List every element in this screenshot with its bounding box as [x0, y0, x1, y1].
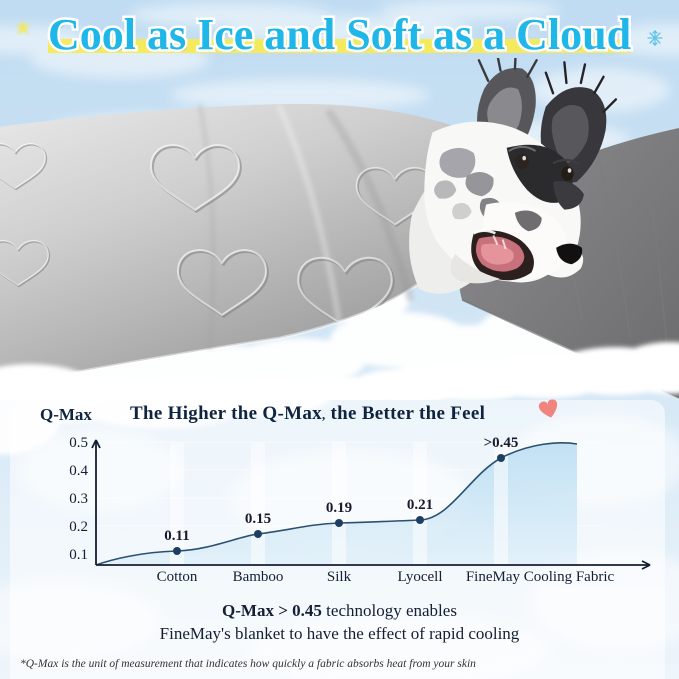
svg-text:0.3: 0.3	[69, 491, 88, 507]
svg-text:0.1: 0.1	[69, 547, 88, 563]
svg-text:0.21: 0.21	[407, 497, 433, 513]
svg-text:0.5: 0.5	[69, 435, 88, 451]
svg-text:0.11: 0.11	[164, 528, 189, 544]
svg-text:>0.45: >0.45	[484, 435, 519, 451]
svg-text:Cotton: Cotton	[157, 569, 198, 585]
svg-text:FineMay Cooling Fabric: FineMay Cooling Fabric	[466, 569, 615, 585]
svg-text:Bamboo: Bamboo	[233, 569, 284, 585]
svg-text:Lyocell: Lyocell	[398, 569, 443, 585]
svg-text:Silk: Silk	[327, 569, 352, 585]
svg-text:0.4: 0.4	[69, 463, 88, 479]
svg-text:0.19: 0.19	[326, 500, 352, 516]
svg-text:0.15: 0.15	[245, 511, 271, 527]
svg-text:0.2: 0.2	[69, 519, 88, 535]
